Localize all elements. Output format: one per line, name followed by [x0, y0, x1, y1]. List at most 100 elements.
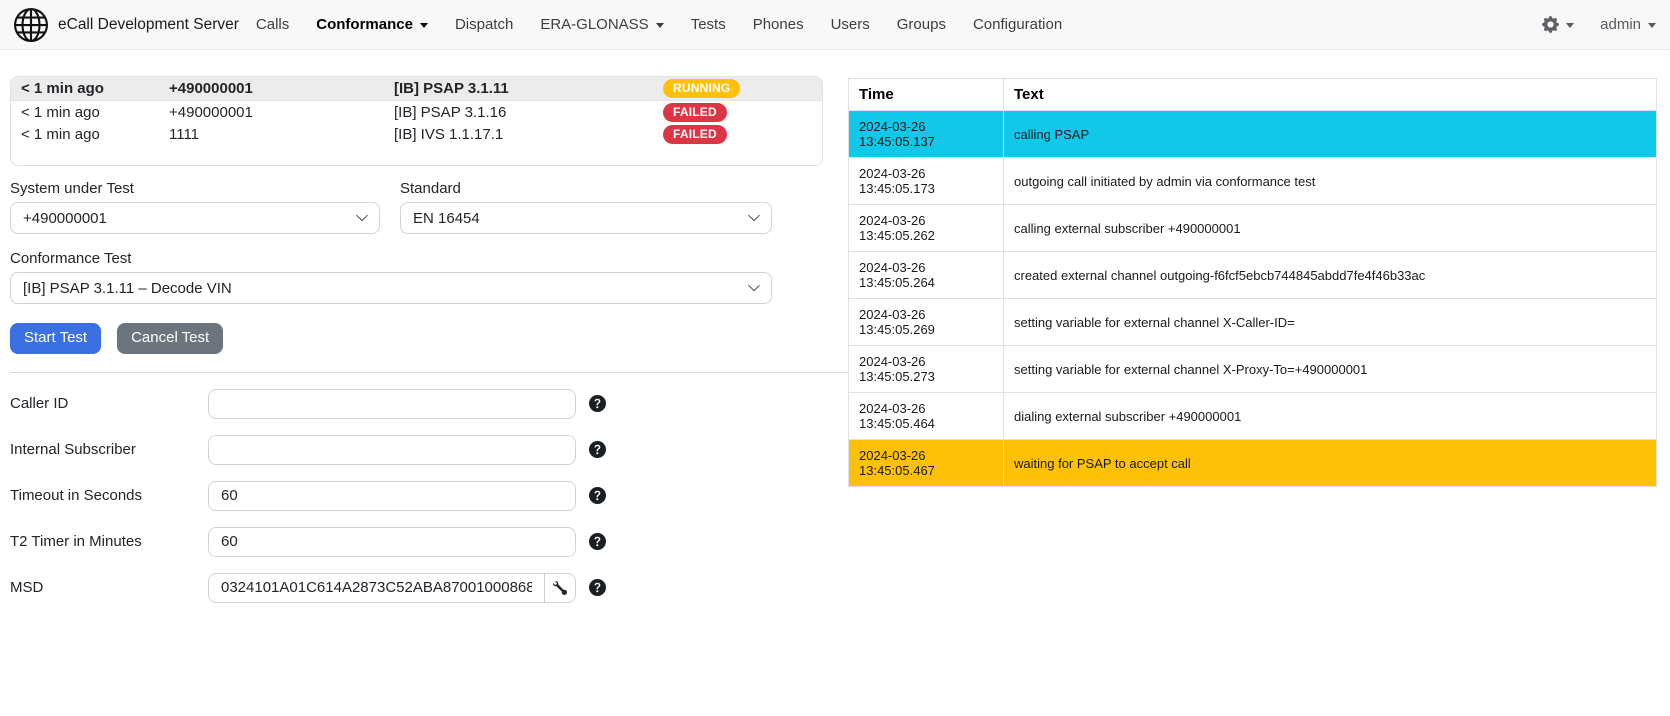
- log-time: 2024-03-26 13:45:05.269: [848, 298, 1004, 346]
- msd-editor-button[interactable]: [545, 572, 576, 603]
- user-menu-button[interactable]: admin: [1600, 16, 1656, 33]
- caret-down-icon: [1648, 23, 1656, 28]
- internal-subscriber-label: Internal Subscriber: [10, 441, 136, 458]
- msd-label: MSD: [10, 579, 44, 596]
- test-list-item[interactable]: < 1 min ago 1111 [IB] IVS 1.1.17.1 FAILE…: [11, 123, 822, 145]
- log-column-text: Text: [1003, 78, 1657, 111]
- conformance-test-label: Conformance Test: [10, 250, 132, 267]
- test-time: < 1 min ago: [21, 103, 100, 121]
- timeout-seconds-input[interactable]: [208, 480, 576, 511]
- conformance-test-select[interactable]: [IB] PSAP 3.1.11 – Decode VIN: [10, 272, 772, 304]
- log-time: 2024-03-26 13:45:05.264: [848, 251, 1004, 299]
- cancel-test-button[interactable]: Cancel Test: [117, 323, 224, 354]
- test-subscriber: +490000001: [169, 103, 253, 121]
- nav-item-tests[interactable]: Tests: [690, 16, 726, 33]
- nav-item-groups[interactable]: Groups: [896, 16, 946, 33]
- log-time: 2024-03-26 13:45:05.464: [848, 392, 1004, 440]
- log-text: setting variable for external channel X-…: [1003, 298, 1657, 346]
- test-list-item[interactable]: < 1 min ago +490000001 [IB] PSAP 3.1.11 …: [11, 77, 822, 101]
- log-time: 2024-03-26 13:45:05.467: [848, 439, 1004, 487]
- nav-item-era-glonass[interactable]: ERA-GLONASS: [540, 16, 664, 33]
- log-time: 2024-03-26 13:45:05.173: [848, 157, 1004, 205]
- log-row: 2024-03-26 13:45:05.262 calling external…: [848, 204, 1657, 252]
- log-row: 2024-03-26 13:45:05.173 outgoing call in…: [848, 157, 1657, 205]
- standard-select[interactable]: EN 16454: [400, 202, 772, 234]
- question-circle-icon[interactable]: [589, 441, 606, 458]
- test-name: [IB] PSAP 3.1.16: [394, 103, 507, 121]
- test-list-item[interactable]: < 1 min ago +490000001 [IB] PSAP 3.1.16 …: [11, 101, 822, 123]
- timeout-seconds-label: Timeout in Seconds: [10, 487, 143, 504]
- log-row: 2024-03-26 13:45:05.137 calling PSAP: [848, 110, 1657, 158]
- caller-id-label: Caller ID: [10, 395, 69, 412]
- caret-down-icon: [419, 23, 428, 28]
- status-badge: FAILED: [663, 102, 727, 122]
- log-row: 2024-03-26 13:45:05.273 setting variable…: [848, 345, 1657, 393]
- log-text: outgoing call initiated by admin via con…: [1003, 157, 1657, 205]
- system-under-test-select[interactable]: +490000001: [10, 202, 380, 234]
- call-log-table: Time Text 2024-03-26 13:45:05.137 callin…: [848, 78, 1657, 487]
- t2-timer-input[interactable]: [208, 526, 576, 557]
- log-time: 2024-03-26 13:45:05.273: [848, 345, 1004, 393]
- brand-link[interactable]: eCall Development Server: [14, 7, 239, 42]
- nav-item-dispatch[interactable]: Dispatch: [454, 16, 514, 33]
- status-badge: FAILED: [663, 124, 727, 144]
- system-under-test-value: +490000001: [23, 209, 107, 227]
- log-row: 2024-03-26 13:45:05.464 dialing external…: [848, 392, 1657, 440]
- log-text: created external channel outgoing-f6fcf5…: [1003, 251, 1657, 299]
- test-name: [IB] IVS 1.1.17.1: [394, 125, 504, 143]
- chevron-down-icon: [747, 211, 761, 225]
- status-badge: RUNNING: [663, 79, 741, 98]
- question-circle-icon[interactable]: [589, 395, 606, 412]
- caller-id-input[interactable]: [208, 388, 576, 419]
- test-time: < 1 min ago: [21, 125, 100, 143]
- log-row: 2024-03-26 13:45:05.269 setting variable…: [848, 298, 1657, 346]
- recent-tests-list: < 1 min ago +490000001 [IB] PSAP 3.1.11 …: [10, 76, 823, 166]
- conformance-test-value: [IB] PSAP 3.1.11 – Decode VIN: [23, 279, 232, 297]
- nav-menu: Calls Conformance Dispatch ERA-GLONASS T…: [256, 16, 1062, 33]
- conformance-form: System under Test +490000001 Standard EN…: [10, 180, 1006, 619]
- nav-item-users[interactable]: Users: [830, 16, 870, 33]
- chevron-down-icon: [355, 211, 369, 225]
- log-row: 2024-03-26 13:45:05.264 created external…: [848, 251, 1657, 299]
- log-text: waiting for PSAP to accept call: [1003, 439, 1657, 487]
- test-subscriber: +490000001: [169, 80, 253, 97]
- globe-logo-icon: [14, 7, 48, 42]
- log-text: calling PSAP: [1003, 110, 1657, 158]
- test-time: < 1 min ago: [21, 80, 104, 97]
- question-circle-icon[interactable]: [589, 579, 606, 596]
- log-time: 2024-03-26 13:45:05.137: [848, 110, 1004, 158]
- top-navbar: eCall Development Server Calls Conforman…: [0, 0, 1670, 50]
- caret-down-icon: [1566, 23, 1575, 28]
- log-text: setting variable for external channel X-…: [1003, 345, 1657, 393]
- standard-value: EN 16454: [413, 209, 480, 227]
- form-divider: [10, 371, 1006, 373]
- test-name: [IB] PSAP 3.1.11: [394, 80, 509, 97]
- msd-input[interactable]: [208, 572, 545, 603]
- system-under-test-label: System under Test: [10, 180, 134, 197]
- question-circle-icon[interactable]: [589, 533, 606, 550]
- nav-item-configuration[interactable]: Configuration: [972, 16, 1063, 33]
- nav-item-phones[interactable]: Phones: [752, 16, 804, 33]
- gear-icon: [1542, 16, 1560, 33]
- nav-item-calls[interactable]: Calls: [255, 16, 290, 33]
- log-header-row: Time Text: [848, 78, 1657, 111]
- test-subscriber: 1111: [169, 125, 200, 143]
- brand-title: eCall Development Server: [58, 15, 239, 33]
- chevron-down-icon: [747, 281, 761, 295]
- log-row: 2024-03-26 13:45:05.467 waiting for PSAP…: [848, 439, 1657, 487]
- start-test-button[interactable]: Start Test: [10, 323, 102, 354]
- log-time: 2024-03-26 13:45:05.262: [848, 204, 1004, 252]
- internal-subscriber-input[interactable]: [208, 434, 576, 465]
- caret-down-icon: [655, 23, 664, 28]
- user-menu-label: admin: [1600, 16, 1641, 33]
- log-column-time: Time: [848, 78, 1004, 111]
- standard-label: Standard: [400, 180, 461, 197]
- wrench-icon: [553, 580, 567, 595]
- log-text: dialing external subscriber +490000001: [1003, 392, 1657, 440]
- nav-item-conformance[interactable]: Conformance: [316, 16, 428, 33]
- settings-menu-button[interactable]: [1542, 16, 1575, 33]
- log-text: calling external subscriber +490000001: [1003, 204, 1657, 252]
- t2-timer-label: T2 Timer in Minutes: [10, 533, 142, 550]
- navbar-right: admin: [1542, 16, 1656, 33]
- question-circle-icon[interactable]: [589, 487, 606, 504]
